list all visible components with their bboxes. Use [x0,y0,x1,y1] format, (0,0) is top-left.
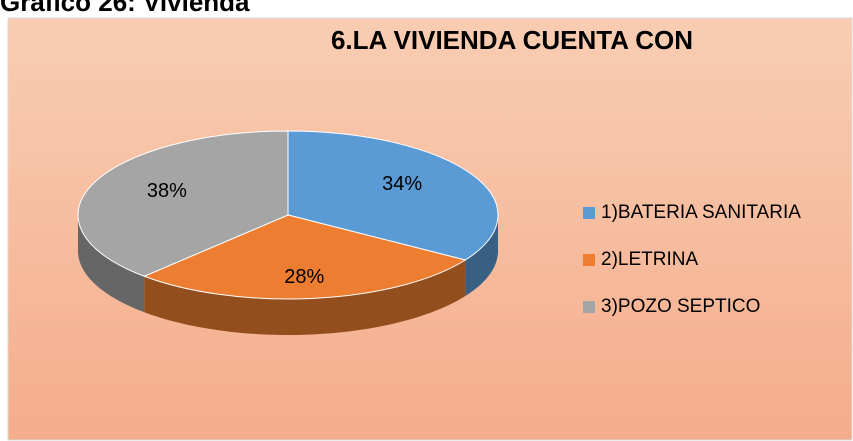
data-label: 34% [382,173,422,195]
data-label: 28% [284,266,324,288]
legend-swatch [583,301,595,313]
legend-swatch [583,207,595,219]
legend-swatch [583,254,595,266]
slice-side [78,215,145,313]
slice [142,214,467,300]
caption: Gráfico 26: Vivienda [0,0,250,17]
chart-title: 6.LA VIVIENDA CUENTA CON [331,25,693,55]
slice-side [144,260,466,335]
legend-label: 1)BATERIA SANITARIA [601,202,801,223]
slice-side [465,215,498,297]
data-label: 38% [147,180,187,202]
legend-label: 2)LETRINA [601,249,698,270]
slice [77,130,289,277]
slice [287,130,499,261]
legend-label: 3)POZO SEPTICO [601,296,760,317]
